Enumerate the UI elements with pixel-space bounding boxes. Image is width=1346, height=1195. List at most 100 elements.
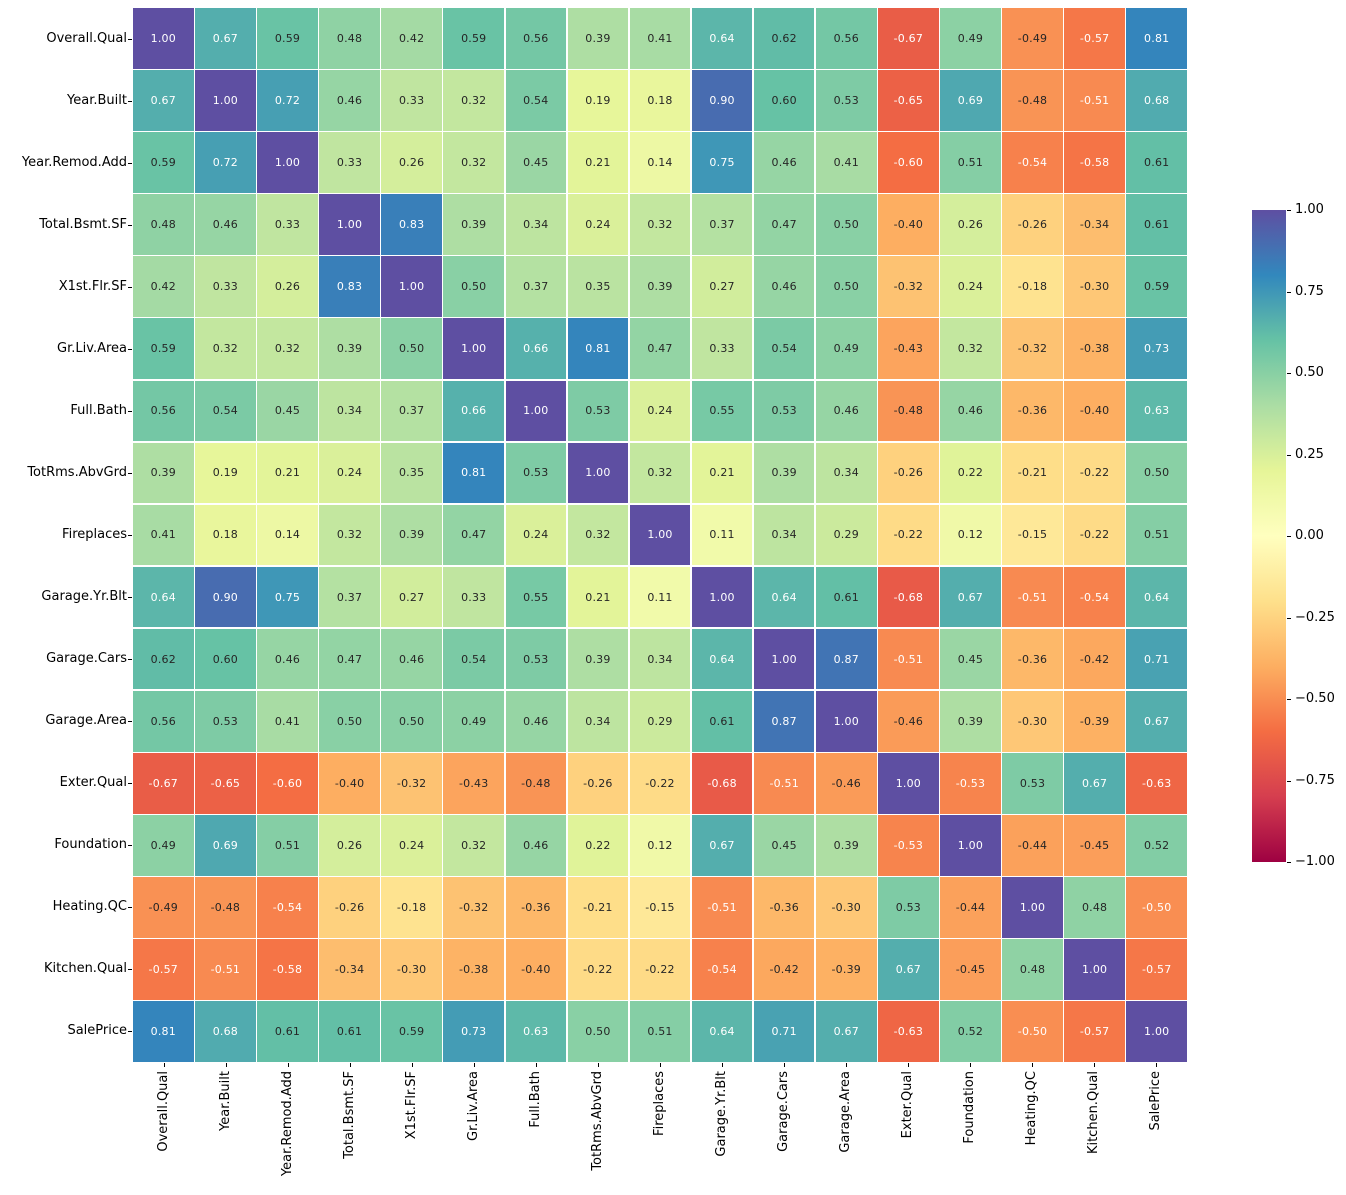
heatmap-cell: 0.55 bbox=[691, 380, 753, 442]
heatmap-cell: 0.14 bbox=[257, 504, 318, 566]
heatmap-cell: 1.00 bbox=[443, 318, 505, 380]
heatmap-cell: -0.44 bbox=[1002, 815, 1063, 876]
y-tick-label: Overall.Qual bbox=[46, 31, 127, 46]
heatmap-cell: 0.35 bbox=[567, 256, 629, 317]
heatmap-cell: 0.46 bbox=[940, 380, 1001, 442]
heatmap-cell: -0.63 bbox=[878, 1001, 939, 1062]
heatmap-matrix: 1.00 0.67 0.59 0.48 0.42 0.59 0.56 0.39 0.41 0.64… bbox=[133, 8, 1187, 1062]
heatmap-cell: 0.64 bbox=[753, 566, 815, 628]
heatmap-cell: 0.51 bbox=[629, 1001, 691, 1062]
heatmap-cell: 0.46 bbox=[753, 132, 815, 193]
heatmap-cell: 0.73 bbox=[443, 1001, 505, 1062]
x-tick-mark bbox=[412, 1063, 413, 1067]
heatmap-cell: 0.47 bbox=[319, 628, 380, 690]
heatmap-cell: 0.24 bbox=[629, 380, 691, 442]
heatmap-cell: 0.27 bbox=[381, 566, 442, 628]
heatmap-cell: 0.75 bbox=[691, 132, 753, 193]
heatmap-cell: 0.39 bbox=[319, 318, 380, 380]
y-tick-label: Foundation bbox=[54, 837, 127, 852]
heatmap-cell: 0.50 bbox=[443, 256, 505, 317]
heatmap-cell: -0.18 bbox=[381, 877, 442, 938]
heatmap-cell: 0.59 bbox=[1126, 256, 1187, 317]
heatmap-cell: -0.51 bbox=[195, 939, 256, 1000]
heatmap-cell: 0.24 bbox=[505, 504, 567, 566]
heatmap-cell: -0.38 bbox=[1064, 318, 1125, 380]
y-tick-label: X1st.Flr.SF bbox=[58, 279, 127, 294]
heatmap-cell: 1.00 bbox=[133, 8, 194, 69]
heatmap-cell: 0.71 bbox=[753, 1001, 815, 1062]
heatmap-cell: 0.37 bbox=[505, 256, 567, 317]
heatmap-cell: -0.57 bbox=[133, 939, 194, 1000]
heatmap-cell: -0.21 bbox=[1002, 442, 1063, 504]
heatmap-cell: 0.67 bbox=[1126, 690, 1187, 752]
heatmap-cell: 0.56 bbox=[133, 690, 194, 752]
heatmap-cell: 0.34 bbox=[815, 442, 877, 504]
heatmap-cell: 0.33 bbox=[319, 132, 380, 193]
heatmap-cell: 0.59 bbox=[257, 8, 318, 69]
heatmap-cell: 0.24 bbox=[940, 256, 1001, 317]
y-tick-mark bbox=[128, 225, 132, 226]
heatmap-cell: 0.61 bbox=[815, 566, 877, 628]
y-tick-label: Garage.Area bbox=[45, 713, 127, 728]
colorbar-tick-label: 1.00 bbox=[1295, 202, 1324, 217]
heatmap-cell: -0.26 bbox=[567, 753, 629, 814]
heatmap-cell: 0.34 bbox=[319, 380, 380, 442]
heatmap-cell: -0.22 bbox=[629, 939, 691, 1000]
heatmap-cell: 1.00 bbox=[195, 70, 256, 131]
heatmap-cell: -0.51 bbox=[1002, 566, 1063, 628]
x-tick-label: Full.Bath bbox=[528, 1071, 543, 1128]
y-tick-label: Garage.Yr.Blt bbox=[41, 589, 127, 604]
heatmap-cell: 0.41 bbox=[133, 504, 194, 566]
heatmap-cell: -0.50 bbox=[1002, 1001, 1063, 1062]
heatmap-cell: 0.53 bbox=[878, 877, 939, 938]
x-tick-label: Exter.Qual bbox=[900, 1071, 915, 1139]
heatmap-cell: 0.81 bbox=[1126, 8, 1187, 69]
heatmap-cell: 0.56 bbox=[133, 380, 194, 442]
y-tick-mark bbox=[128, 969, 132, 970]
heatmap-cell: 0.47 bbox=[753, 194, 815, 255]
heatmap-cell: 0.50 bbox=[815, 256, 877, 317]
heatmap-cell: -0.45 bbox=[940, 939, 1001, 1000]
heatmap-cell: -0.21 bbox=[567, 877, 629, 938]
heatmap-cell: 0.39 bbox=[940, 690, 1001, 752]
x-tick-mark bbox=[536, 1063, 537, 1067]
y-tick-mark bbox=[128, 411, 132, 412]
heatmap-cell: 0.39 bbox=[815, 815, 877, 876]
heatmap-cell: -0.46 bbox=[878, 690, 939, 752]
heatmap-cell: 0.34 bbox=[753, 504, 815, 566]
heatmap-cell: 1.00 bbox=[381, 256, 442, 317]
heatmap-cell: 0.33 bbox=[381, 70, 442, 131]
y-tick-label: Total.Bsmt.SF bbox=[39, 217, 127, 232]
heatmap-cell: -0.68 bbox=[878, 566, 939, 628]
heatmap-cell: -0.40 bbox=[319, 753, 380, 814]
heatmap-cell: -0.36 bbox=[1002, 380, 1063, 442]
heatmap-cell: -0.57 bbox=[1126, 939, 1187, 1000]
heatmap-cell: 1.00 bbox=[629, 504, 691, 566]
heatmap-cell: 1.00 bbox=[753, 628, 815, 690]
heatmap-cell: -0.18 bbox=[1002, 256, 1063, 317]
heatmap-cell: 0.73 bbox=[1126, 318, 1187, 380]
heatmap-cell: 0.54 bbox=[195, 380, 256, 442]
x-tick-label: Garage.Cars bbox=[776, 1071, 791, 1152]
heatmap-cell: -0.53 bbox=[940, 753, 1001, 814]
heatmap-cell: 0.39 bbox=[133, 442, 194, 504]
heatmap-cell: 1.00 bbox=[691, 566, 753, 628]
heatmap-cell: 0.24 bbox=[381, 815, 442, 876]
heatmap-cell: 0.18 bbox=[195, 504, 256, 566]
heatmap-cell: -0.40 bbox=[878, 194, 939, 255]
heatmap-cell: 0.33 bbox=[443, 566, 505, 628]
heatmap-cell: 0.50 bbox=[1126, 442, 1187, 504]
heatmap-cell: 1.00 bbox=[940, 815, 1001, 876]
heatmap-cell: 0.51 bbox=[1126, 504, 1187, 566]
heatmap-cell: 0.49 bbox=[815, 318, 877, 380]
heatmap-cell: 0.64 bbox=[1126, 566, 1187, 628]
heatmap-cell: 0.32 bbox=[257, 318, 318, 380]
heatmap-cell: 1.00 bbox=[257, 132, 318, 193]
heatmap-cell: 0.32 bbox=[629, 442, 691, 504]
heatmap-cell: 0.22 bbox=[567, 815, 629, 876]
heatmap-cell: 1.00 bbox=[567, 442, 629, 504]
heatmap-cell: -0.22 bbox=[878, 504, 939, 566]
heatmap-cell: -0.54 bbox=[257, 877, 318, 938]
heatmap-cell: -0.30 bbox=[381, 939, 442, 1000]
